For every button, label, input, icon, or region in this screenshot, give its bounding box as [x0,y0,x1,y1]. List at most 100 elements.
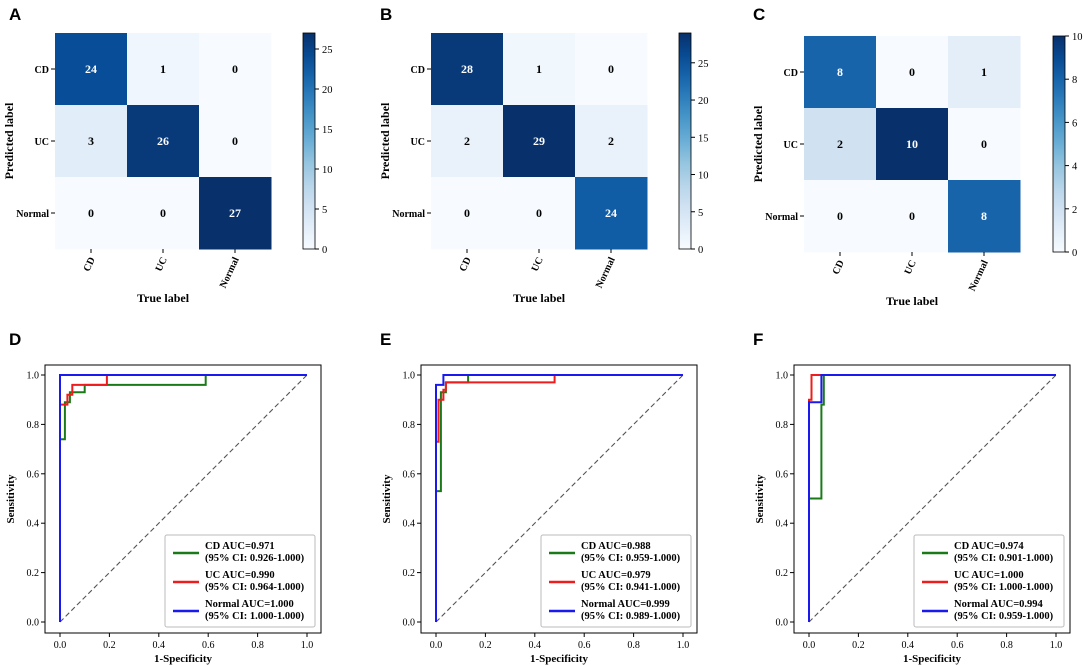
cell-value-label: 0 [909,65,915,79]
y-tick-label: CD [35,65,49,76]
legend: CD AUC=0.971(95% CI: 0.926-1.000) UC AUC=… [164,534,316,628]
y-tick-label: 0.0 [776,618,789,629]
legend-label: UC AUC=0.979 [581,570,651,581]
heatmap-cell [575,33,648,106]
roc-curve-normal [808,374,1056,622]
colorbar-tick-label: 5 [322,205,327,216]
cell-value-label: 2 [608,134,614,148]
x-axis-label: 1-Specificity [154,653,213,665]
x-axis-label: 1-Specificity [903,653,962,665]
cell-value-label: 1 [981,65,987,79]
x-tick-label: 0.8 [1000,640,1013,651]
heatmap-cell [431,105,504,178]
x-tick-label: 0.2 [852,640,865,651]
heatmap-cell [127,105,200,178]
cell-value-label: 28 [461,62,473,76]
legend-ci-label: (95% CI: 0.901-1.000) [954,553,1054,564]
y-tick-label: UC [35,137,49,148]
legend-label: CD AUC=0.971 [205,541,275,552]
y-tick-label: 0.4 [403,519,416,530]
colorbar-tick-label: 0 [1072,248,1077,259]
y-axis-label: Predicted label [751,105,765,182]
heatmap-cell [55,33,128,106]
heatmap-cell [876,180,949,253]
y-axis-label: Sensitivity [381,474,393,523]
x-tick-label: 0.4 [529,640,542,651]
colorbar-tick-label: 25 [698,59,709,70]
x-axis-label: 1-Specificity [530,653,589,665]
colorbar-tick-label: 6 [1072,118,1077,129]
y-tick-label: 0.8 [776,420,789,431]
legend-ci-label: (95% CI: 0.926-1.000) [205,553,305,564]
legend-label: CD AUC=0.988 [581,541,651,552]
y-tick-label: 0.2 [776,568,789,579]
legend-ci-label: (95% CI: 0.959-1.000) [581,553,681,564]
panel-letter-F: F [753,330,763,349]
cell-value-label: 0 [160,206,166,220]
colorbar-tick-label: 4 [1072,162,1078,173]
colorbar-tick-label: 5 [698,208,703,219]
legend-label: Normal AUC=0.999 [581,599,670,610]
x-tick-label: 1.0 [677,640,690,651]
y-axis-label: Sensitivity [5,474,17,523]
roc-curve-normal [435,374,683,622]
y-tick-label: 0.4 [776,519,789,530]
heatmap-cell [575,177,648,250]
cell-value-label: 0 [464,206,470,220]
x-axis-label: True label [137,291,190,305]
cell-value-label: 0 [232,62,238,76]
roc-curve-normal [59,374,307,622]
x-tick-label: 1.0 [301,640,314,651]
colorbar [302,32,316,250]
y-tick-label: 0.2 [27,568,40,579]
cell-value-label: 10 [906,137,918,151]
heatmap-cell [199,177,272,250]
colorbar [1052,35,1066,253]
x-tick-label: 0.8 [251,640,264,651]
cell-value-label: 27 [229,206,241,220]
legend: CD AUC=0.988(95% CI: 0.959-1.000) UC AUC=… [540,534,692,628]
x-tick-label: UC [903,259,919,277]
roc-curve-uc [435,374,683,622]
legend-ci-label: (95% CI: 1.000-1.000) [205,611,305,622]
colorbar-tick-label: 0 [698,245,703,256]
y-tick-label: 1.0 [403,371,416,382]
roc-panel-E: E 0.0 0.0 0.2 0.2 0.4 0.4 0.6 0.6 0.8 0.8 1.0 1.0 1-S… [380,330,698,665]
cell-value-label: 26 [157,134,169,148]
x-tick-label: 0.6 [578,640,591,651]
heatmap-cell [804,108,877,181]
legend-box [164,534,316,628]
y-tick-label: 0.2 [403,568,416,579]
y-tick-label: 0.8 [403,420,416,431]
legend-label: UC AUC=0.990 [205,570,275,581]
x-tick-label: Normal [967,258,991,293]
y-tick-label: 0.0 [403,618,416,629]
x-tick-label: UC [530,256,546,274]
heatmap-cell [55,105,128,178]
x-tick-label: 0.6 [202,640,215,651]
heatmap-cell [503,105,576,178]
cell-value-label: 2 [464,134,470,148]
x-tick-label: 0.0 [54,640,67,651]
cell-value-label: 24 [85,62,97,76]
heatmap-cell [804,180,877,253]
heatmap-cell [199,33,272,106]
y-tick-label: 0.4 [27,519,40,530]
panel-letter-C: C [753,5,765,24]
x-tick-label: 0.2 [103,640,116,651]
y-tick-label: Normal [16,209,49,220]
x-tick-label: Normal [594,255,618,290]
colorbar-tick-label: 10 [698,171,709,182]
cell-value-label: 0 [981,137,987,151]
cell-value-label: 0 [536,206,542,220]
y-tick-label: 1.0 [27,371,40,382]
roc-curve-cd [435,374,683,622]
x-tick-label: 0.6 [951,640,964,651]
panel-letter-E: E [380,330,391,349]
x-tick-label: CD [831,259,847,277]
legend-ci-label: (95% CI: 0.941-1.000) [581,582,681,593]
x-tick-label: 0.4 [902,640,915,651]
x-tick-label: UC [154,256,170,274]
legend-ci-label: (95% CI: 0.989-1.000) [581,611,681,622]
heatmap-cell [431,177,504,250]
